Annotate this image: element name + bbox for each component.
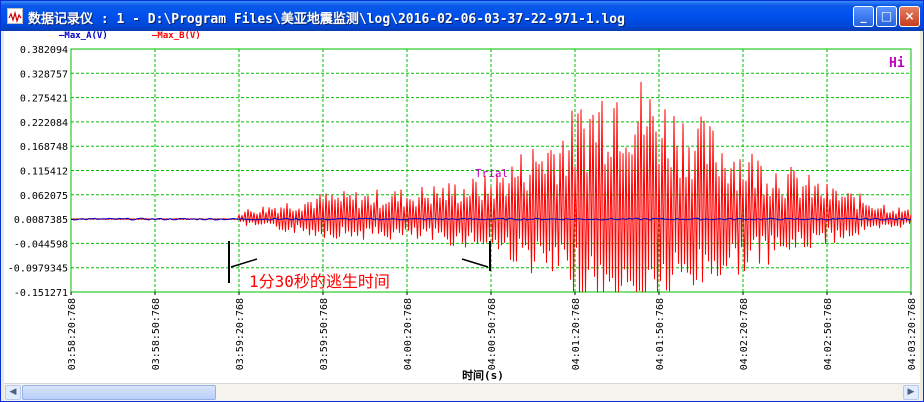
escape-time-label: 1分30秒的逃生时间: [249, 272, 390, 291]
x-tick-label: 04:01:20:768: [571, 298, 582, 370]
x-axis-label: 时间(s): [462, 368, 504, 382]
y-tick-label: 0.168748: [20, 142, 68, 153]
y-tick-label: 0.062075: [20, 191, 68, 202]
close-button[interactable]: ×: [899, 6, 920, 27]
x-tick-label: 03:59:20:768: [235, 298, 246, 370]
series-max-a-line: [70, 217, 912, 221]
x-tick-label: 03:59:50:768: [319, 298, 330, 370]
y-tick-label: 0.382094: [20, 45, 68, 56]
bracket-arrow-right: [461, 258, 489, 268]
legend-item-max-b[interactable]: —Max_B(V): [152, 31, 201, 41]
trial-label: Trial: [475, 167, 508, 180]
scrollbar-thumb[interactable]: [22, 385, 216, 400]
title-bar[interactable]: 数据记录仪 : 1 - D:\Program Files\美亚地震监测\log\…: [1, 1, 923, 31]
bracket-arrow-left: [230, 258, 258, 268]
y-tick-label: -0.151271: [14, 288, 68, 299]
y-tick-label: 0.275421: [20, 94, 68, 105]
window-title: 数据记录仪 : 1 - D:\Program Files\美亚地震监测\log\…: [28, 12, 625, 27]
x-tick-label: 03:58:20:768: [67, 298, 78, 370]
maximize-button[interactable]: □: [876, 6, 897, 27]
x-tick-label: 04:02:50:768: [823, 298, 834, 370]
x-tick-label: 04:03:20:768: [907, 298, 918, 370]
chart-app-icon: [7, 8, 23, 24]
x-tick-label: 04:02:20:768: [739, 298, 750, 370]
horizontal-scrollbar[interactable]: ◀ ▶: [4, 383, 920, 401]
x-tick-label: 03:58:50:768: [151, 298, 162, 370]
y-tick-label: 0.0087385: [14, 215, 68, 226]
y-tick-label: 0.222084: [20, 118, 68, 129]
x-tick-label: 04:00:50:768: [487, 298, 498, 370]
y-tick-label: 0.115412: [20, 167, 68, 178]
chart-area: —Max_A(V) —Max_B(V) 0.382094 0.328757 0.27…: [4, 31, 920, 383]
seismic-chart[interactable]: 0.382094 0.328757 0.275421 0.222084 0.168748…: [4, 31, 920, 383]
y-tick-label: -0.044598: [14, 239, 68, 250]
legend-item-max-a[interactable]: —Max_A(V): [59, 31, 108, 41]
scroll-right-arrow-icon[interactable]: ▶: [903, 385, 919, 400]
y-tick-label: -0.0979345: [8, 264, 68, 275]
minimize-button[interactable]: _: [853, 6, 874, 27]
y-tick-label: 0.328757: [20, 69, 68, 80]
hi-label: Hi: [889, 56, 905, 71]
x-tick-label: 04:01:50:768: [655, 298, 666, 370]
scroll-left-arrow-icon[interactable]: ◀: [5, 385, 21, 400]
x-tick-label: 04:00:20:768: [403, 298, 414, 370]
